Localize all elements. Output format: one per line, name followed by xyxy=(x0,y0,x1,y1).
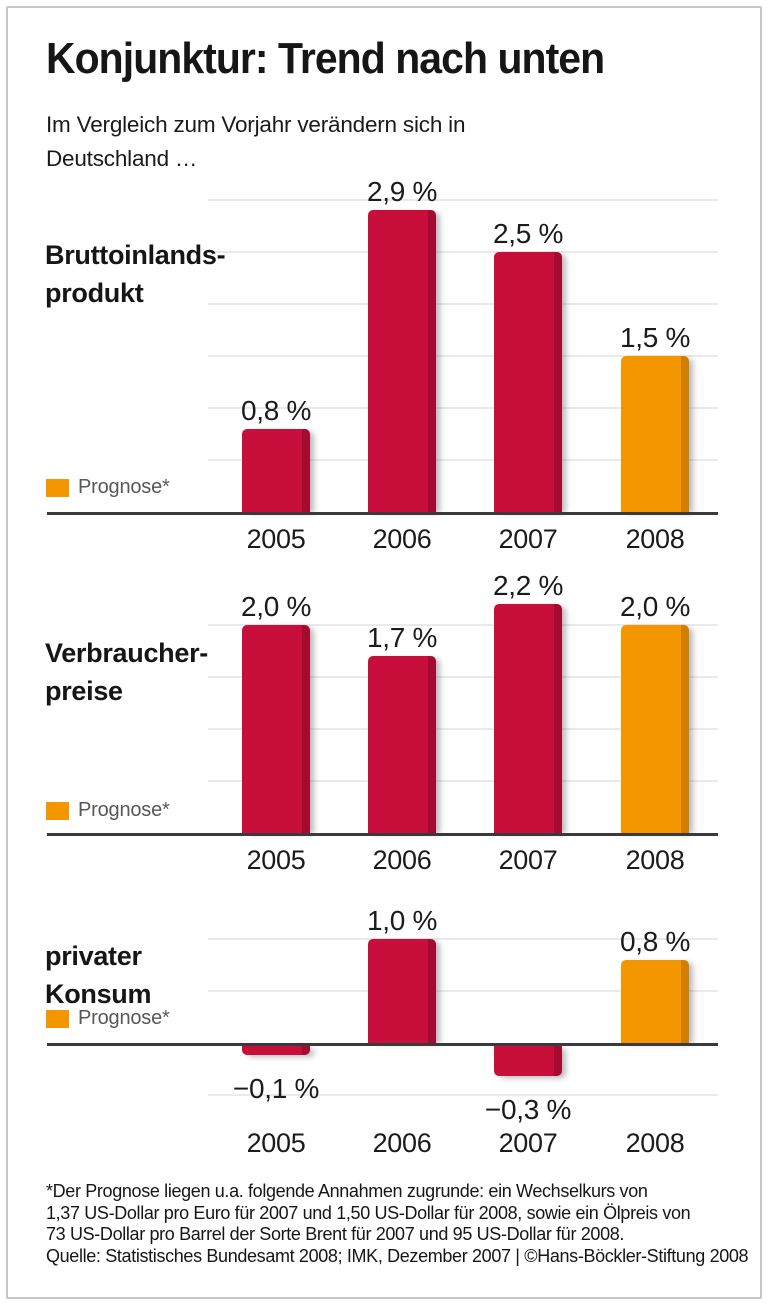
bar-value-label: 2,0 % xyxy=(619,591,691,622)
bar-value-label: 2,9 % xyxy=(366,176,438,208)
gridline xyxy=(208,938,718,940)
chart-row-label: Bruttoinlands- produkt xyxy=(45,240,226,308)
year-label: 2006 xyxy=(372,524,432,554)
gridline xyxy=(208,407,718,409)
bar-2008-prognose xyxy=(621,356,689,512)
year-label: 2006 xyxy=(372,1128,432,1158)
bar-value-label: 2,5 % xyxy=(492,218,564,249)
bar-value-label: 2,0 % xyxy=(240,591,312,622)
bar-value-label: 0,8 % xyxy=(240,394,312,426)
year-label: 2007 xyxy=(498,524,558,554)
footnote-line: Quelle: Statistisches Bundesamt 2008; IM… xyxy=(46,1246,749,1267)
bar-2006 xyxy=(368,210,436,512)
bar-value-label: −0,1 % xyxy=(232,1073,320,1105)
year-label: 2008 xyxy=(625,1128,685,1158)
gridline xyxy=(208,728,718,730)
gridline xyxy=(208,303,718,305)
footnote-line: 73 US-Dollar pro Barrel der Sorte Brent … xyxy=(46,1224,625,1245)
gridline xyxy=(208,1094,718,1096)
year-label: 2005 xyxy=(246,1128,306,1158)
gridline xyxy=(208,355,718,357)
footnote-line: 1,37 US-Dollar pro Euro für 2007 und 1,5… xyxy=(46,1202,691,1223)
year-label: 2008 xyxy=(625,845,685,875)
bar-value-label: 1,5 % xyxy=(619,322,691,353)
gridline xyxy=(208,990,718,992)
page-title: Konjunktur: Trend nach unten xyxy=(46,34,605,83)
axis-line xyxy=(47,512,718,515)
axis-line xyxy=(47,833,718,836)
footnote: *Der Prognose liegen u.a. folgende Annah… xyxy=(46,1181,749,1268)
gridline xyxy=(208,676,718,678)
bar-value-label: 0,8 % xyxy=(619,925,691,957)
gridline xyxy=(208,199,718,201)
year-label: 2008 xyxy=(625,524,685,554)
legend-prognose-swatch xyxy=(46,1010,69,1028)
bar-2005 xyxy=(242,625,310,833)
year-label: 2007 xyxy=(498,1128,558,1158)
axis-line xyxy=(47,1043,718,1046)
bar-2006 xyxy=(368,939,436,1043)
legend-prognose-label: Prognose* xyxy=(78,1007,170,1029)
legend-prognose-swatch xyxy=(46,479,69,497)
year-label: 2005 xyxy=(246,845,306,875)
bar-2008-prognose xyxy=(621,959,689,1043)
gridline xyxy=(208,624,718,626)
bar-value-label: −0,3 % xyxy=(484,1094,572,1126)
bar-2007 xyxy=(494,252,562,512)
legend-prognose-label: Prognose* xyxy=(78,799,170,821)
year-label: 2005 xyxy=(246,524,306,554)
legend-prognose-label: Prognose* xyxy=(78,476,170,498)
gridline xyxy=(208,780,718,782)
year-label: 2006 xyxy=(372,845,432,875)
bar-value-label: 2,2 % xyxy=(492,570,564,602)
bar-2005 xyxy=(242,1045,310,1056)
bar-2007 xyxy=(494,1045,562,1077)
footnote-line: *Der Prognose liegen u.a. folgende Annah… xyxy=(46,1181,648,1201)
gridline xyxy=(208,459,718,461)
bar-2005 xyxy=(242,428,310,512)
bar-2008-prognose xyxy=(621,625,689,833)
legend-prognose-swatch xyxy=(46,802,69,820)
bar-value-label: 1,0 % xyxy=(366,905,438,936)
bar-2007 xyxy=(494,604,562,833)
bar-2006 xyxy=(368,656,436,833)
bar-value-label: 1,7 % xyxy=(366,622,438,654)
year-label: 2007 xyxy=(498,845,558,875)
gridline xyxy=(208,251,718,253)
chart-row-label: Verbraucher- preise xyxy=(45,638,208,706)
chart-row-label: privater Konsum xyxy=(45,941,152,1009)
subtitle: Im Vergleich zum Vorjahr verändern sich … xyxy=(46,112,466,171)
